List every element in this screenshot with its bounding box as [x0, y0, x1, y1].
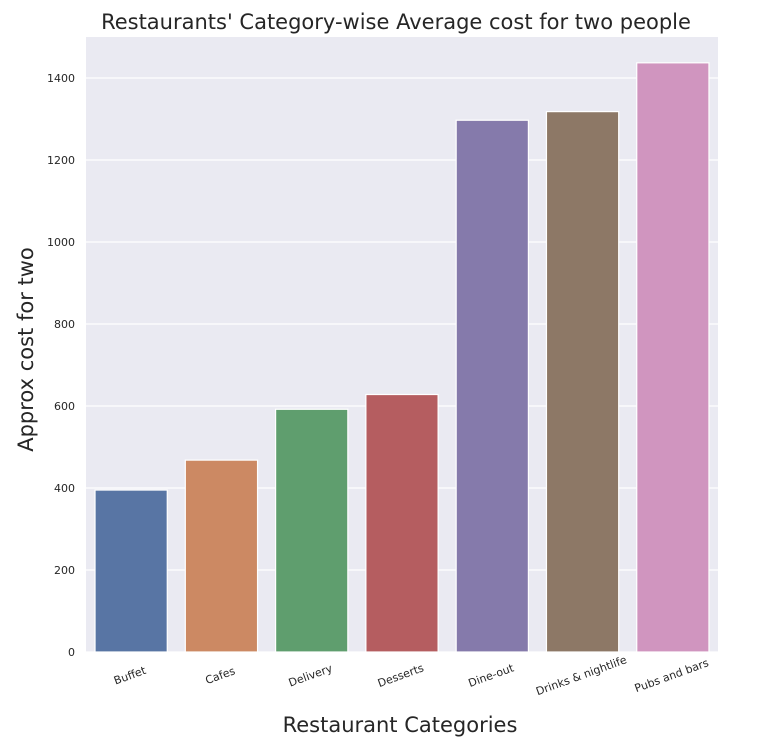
x-axis-label: Restaurant Categories — [283, 713, 518, 737]
y-tick-label: 0 — [68, 646, 75, 659]
bar-buffet — [94, 489, 168, 653]
chart-title: Restaurants' Category-wise Average cost … — [101, 10, 691, 34]
x-tick-label: Pubs and bars — [633, 656, 711, 695]
y-tick-label: 1200 — [47, 154, 75, 167]
y-axis-ticks: 0 200 400 600 800 1000 1200 1400 — [47, 72, 75, 659]
y-tick-label: 200 — [54, 564, 75, 577]
bar-desserts — [365, 393, 439, 653]
x-axis-ticks: Buffet Cafes Delivery Desserts Dine-out Drink… — [112, 653, 711, 698]
bar-drinks-nightlife — [545, 111, 620, 653]
x-tick-label: Dine-out — [467, 661, 517, 690]
x-tick-label: Delivery — [287, 662, 335, 690]
bar-delivery — [275, 408, 349, 653]
bar-pubs-and-bars — [636, 62, 710, 653]
x-tick-label: Cafes — [204, 664, 238, 687]
y-tick-label: 800 — [54, 318, 75, 331]
x-tick-label: Buffet — [112, 664, 148, 688]
x-tick-label: Desserts — [376, 661, 426, 690]
x-tick-label: Drinks & nightlife — [534, 653, 629, 698]
bar-cafes — [184, 459, 259, 653]
bar-dine-out — [455, 119, 529, 653]
bars — [94, 62, 710, 653]
y-tick-label: 400 — [54, 482, 75, 495]
y-tick-label: 1400 — [47, 72, 75, 85]
y-tick-label: 1000 — [47, 236, 75, 249]
y-axis-label: Approx cost for two — [14, 247, 38, 452]
y-tick-label: 600 — [54, 400, 75, 413]
